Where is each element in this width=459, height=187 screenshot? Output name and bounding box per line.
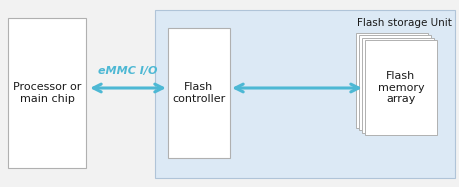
Bar [358,35,430,130]
FancyArrowPatch shape [93,84,162,92]
Bar [364,40,436,135]
Text: Flash
controller: Flash controller [172,82,225,104]
Text: Flash
memory
array: Flash memory array [377,71,423,104]
Bar [168,28,230,158]
Bar [361,38,433,133]
Text: eMMC I/O: eMMC I/O [98,66,157,76]
Bar [155,10,454,178]
Text: Processor or
main chip: Processor or main chip [13,82,81,104]
Bar [355,33,427,128]
Text: Flash storage Unit: Flash storage Unit [356,18,451,28]
Bar [8,18,86,168]
FancyArrowPatch shape [235,84,358,92]
